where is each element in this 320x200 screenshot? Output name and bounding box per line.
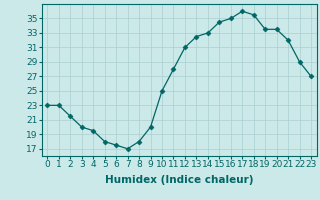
X-axis label: Humidex (Indice chaleur): Humidex (Indice chaleur) <box>105 175 253 185</box>
